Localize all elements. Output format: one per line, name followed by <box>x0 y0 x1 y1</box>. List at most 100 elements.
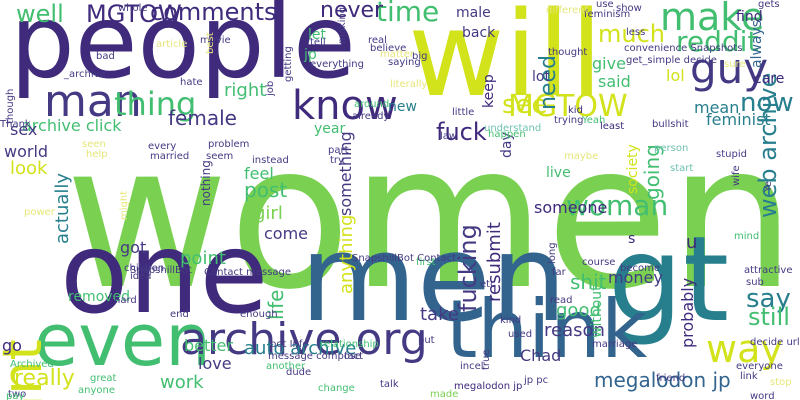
cloud-word-jp: jp <box>304 47 317 63</box>
cloud-word-resubmit: resubmit <box>484 222 505 302</box>
cloud-word-around: around <box>354 99 390 110</box>
cloud-word-power: power <box>24 207 55 218</box>
cloud-word-wife: wife <box>731 165 742 186</box>
cloud-word-woman: woman <box>566 189 669 222</box>
cloud-word-kind: kind <box>500 315 522 326</box>
cloud-word-year: year <box>314 121 346 137</box>
cloud-word-u: u <box>686 232 698 253</box>
cloud-word-relationship: relationship <box>320 339 379 350</box>
cloud-word-put: put <box>418 335 435 346</box>
cloud-word-enough: enough <box>240 309 278 320</box>
cloud-word-removed: removed <box>68 289 131 305</box>
cloud-word-part: part <box>328 145 349 156</box>
cloud-word-different: different <box>546 5 589 16</box>
cloud-word-try: try <box>330 155 344 166</box>
cloud-word-right: right <box>224 80 267 101</box>
cloud-word-used: used <box>508 329 533 340</box>
cloud-word-show: show <box>616 3 642 14</box>
cloud-word-archive-click: archive click <box>22 116 122 135</box>
cloud-word-married: married <box>150 151 190 162</box>
cloud-word-actually: actually <box>52 172 73 244</box>
cloud-word-guy: guy <box>690 44 769 93</box>
cloud-word-yeah: Yeah <box>582 115 606 126</box>
cloud-word-person: person <box>654 143 689 154</box>
cloud-word-link: link <box>740 371 758 382</box>
cloud-word-keep: keep <box>481 74 497 108</box>
cloud-word-seen: seen <box>82 139 106 150</box>
cloud-word-mgtow: MGTOW <box>508 89 628 124</box>
cloud-word-someone: someone <box>534 198 608 217</box>
cloud-word-reason: reason <box>544 320 605 341</box>
cloud-word-children: children <box>124 263 165 274</box>
cloud-word-take: take <box>420 304 459 325</box>
cloud-word-archived: Archived <box>10 359 54 370</box>
cloud-word-mean: mean <box>694 98 740 117</box>
cloud-word-seem: seem <box>206 151 234 162</box>
cloud-word-stop: stop <box>770 377 792 388</box>
cloud-word-jp-pc: jp pc <box>524 375 549 386</box>
cloud-word-sub: sub <box>746 277 764 288</box>
cloud-word-one: one <box>60 209 269 339</box>
cloud-word-lot: lot <box>532 69 550 85</box>
cloud-word-better: better <box>184 336 233 355</box>
cloud-word-web-archive: web archive <box>754 72 782 218</box>
cloud-word-women: women <box>65 101 796 334</box>
cloud-word-archive: _archive <box>64 69 106 80</box>
cloud-word-marriage: marriage <box>592 339 638 350</box>
cloud-word-way: way <box>706 327 783 371</box>
cloud-word-feel: feel <box>244 164 274 183</box>
cloud-word-etc: etc <box>480 279 496 290</box>
cloud-word-back: back <box>462 25 496 41</box>
cloud-word-new: new <box>388 99 417 115</box>
cloud-word-far: far <box>552 267 566 278</box>
cloud-word-love: love <box>198 354 232 373</box>
cloud-word-megalodon-jp: megalodon jp <box>454 381 523 392</box>
cloud-word-still: still <box>748 303 790 331</box>
cloud-word-archive-org: archive org <box>180 314 428 365</box>
cloud-word-happen: happen <box>488 129 526 140</box>
cloud-word-start: start <box>670 163 694 174</box>
cloud-word-decide-url: decide url <box>750 337 800 348</box>
cloud-word-become: become <box>620 263 661 274</box>
cloud-word-article: article <box>156 39 188 50</box>
cloud-word-long: long <box>547 242 558 264</box>
cloud-word-feminism: feminism <box>584 9 631 20</box>
cloud-word-find: find <box>736 9 763 25</box>
cloud-word-gets: gets <box>758 0 780 10</box>
cloud-word-probably: probably <box>678 277 697 348</box>
cloud-word-say: say <box>746 284 791 314</box>
cloud-word-never: never <box>320 0 384 23</box>
cloud-word-much: much <box>598 20 665 48</box>
cloud-word-word: word <box>750 391 775 400</box>
cloud-word-already: already <box>352 111 390 122</box>
cloud-word-attractive: attractive <box>744 265 793 276</box>
cloud-word-ye: Ye <box>763 181 774 192</box>
cloud-word-look: look <box>10 158 48 179</box>
cloud-word-matter: matter <box>380 49 414 60</box>
cloud-word-contact-message: Contact message <box>204 267 292 278</box>
cloud-word-nothing: nothing <box>199 160 213 206</box>
cloud-word-megalodon-jp: megalodon jp <box>594 368 731 392</box>
cloud-word-mind: mind <box>734 231 760 242</box>
cloud-word-making: making <box>337 6 348 44</box>
cloud-word-whole: whole <box>118 3 148 14</box>
cloud-word-true: true <box>481 349 492 370</box>
cloud-word-see: see <box>502 90 548 120</box>
cloud-word-thank: Thank <box>0 119 31 130</box>
cloud-word-mgtow: MGTOW <box>86 0 182 28</box>
cloud-word-gt: gt <box>608 210 730 348</box>
cloud-word-let: let <box>308 27 326 43</box>
cloud-word-time: time <box>376 0 440 28</box>
cloud-word-think: think <box>446 283 648 376</box>
cloud-word-hate: hate <box>180 77 203 88</box>
cloud-word-problem: problem <box>208 139 250 150</box>
cloud-word-chad: Chad <box>520 346 562 365</box>
cloud-word-feminist: feminist <box>706 110 771 129</box>
cloud-word-bot-info: bot Info <box>270 339 309 350</box>
cloud-word-might: might <box>119 190 130 220</box>
cloud-word-another: another <box>266 361 306 372</box>
cloud-word-idea: idea <box>130 271 152 282</box>
cloud-word-real: real <box>368 35 387 46</box>
cloud-word-come: come <box>264 224 309 243</box>
cloud-word-friend: friend <box>656 373 686 384</box>
